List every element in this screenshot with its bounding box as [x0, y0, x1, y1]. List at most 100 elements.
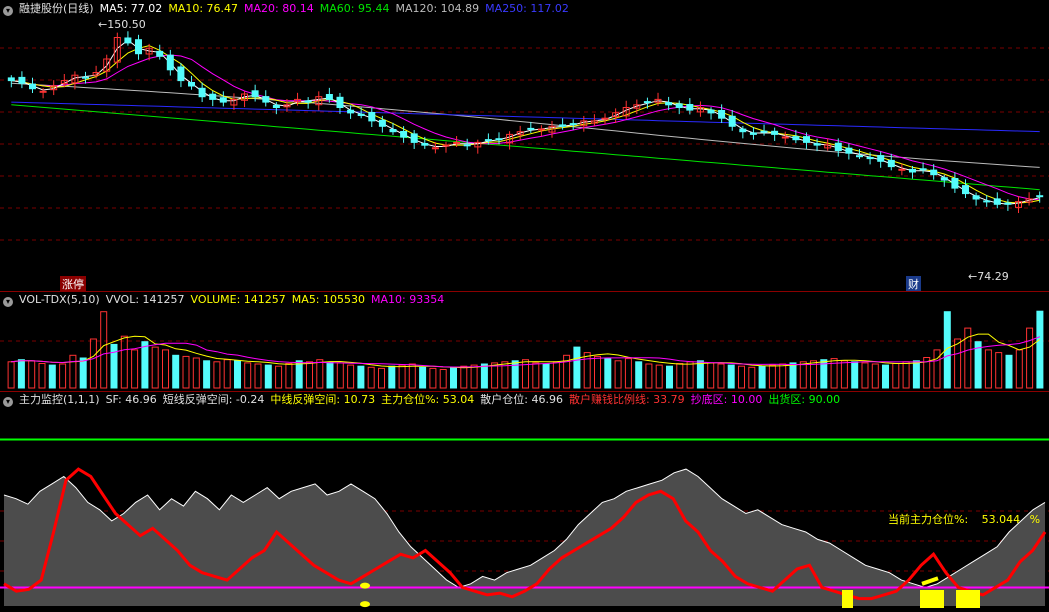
- volume-bar-up: [192, 357, 200, 389]
- candle-down: [378, 119, 386, 127]
- candle-down: [495, 138, 503, 141]
- panel-divider: [0, 391, 1049, 392]
- ma20-readout: MA20: 80.14: [244, 2, 314, 15]
- volume-bar-up: [491, 362, 499, 389]
- volume-bar-down: [1036, 310, 1044, 389]
- candle-down: [887, 159, 895, 168]
- vvol-readout: VVOL: 141257: [105, 293, 185, 306]
- retail-ratio-readout: 散户赚钱比例线: 33.79: [568, 393, 685, 406]
- volume-bar-down: [141, 341, 149, 389]
- price-panel[interactable]: ▾ 融捷股份(日线) MA5: 77.02 MA10: 76.47 MA20: 80.1…: [0, 0, 1049, 291]
- candle-down: [410, 133, 418, 143]
- indicator-title: 主力监控(1,1,1): [19, 393, 100, 406]
- volume-bar-up: [306, 361, 313, 389]
- ma20-line: [11, 54, 1040, 201]
- volume-bar-up: [830, 358, 838, 389]
- candle-down: [877, 155, 885, 162]
- candle-down: [866, 157, 874, 160]
- volume-bar-up: [131, 349, 139, 389]
- volume-bar-up: [223, 359, 231, 389]
- signal-dot: [360, 582, 370, 589]
- volume-bar-up: [645, 363, 653, 389]
- volume-bar-up: [964, 327, 972, 389]
- volume-bar-up: [810, 360, 817, 389]
- bottom-zone-readout: 抄底区: 10.00: [690, 393, 763, 406]
- short-rebound-readout: 短线反弹空间: -0.24: [162, 393, 265, 406]
- candle-down: [760, 130, 768, 133]
- retail-position-readout: 散户仓位: 46.96: [480, 393, 563, 406]
- high-price-value: 150.50: [107, 18, 146, 31]
- candle-down: [135, 39, 142, 55]
- indicator-panel[interactable]: ▾ 主力监控(1,1,1) SF: 46.96 短线反弹空间: -0.24 中线反弹空间…: [0, 391, 1049, 612]
- volume-bar-up: [336, 362, 344, 389]
- dump-zone-readout: 出货区: 90.00: [768, 393, 841, 406]
- candle-down: [972, 195, 980, 200]
- volume-bar-up: [378, 367, 385, 389]
- volume-bar-down: [758, 365, 766, 389]
- volume-bar-up: [213, 361, 221, 389]
- candle-up: [580, 120, 588, 127]
- finance-tag[interactable]: 财: [906, 276, 921, 291]
- volume-bar-up: [984, 349, 992, 389]
- volume-bar-down: [48, 364, 56, 389]
- candle-down: [1004, 202, 1012, 205]
- chevron-down-icon[interactable]: ▾: [3, 297, 13, 307]
- volume-bar-up: [871, 363, 879, 389]
- volume-bar-up: [624, 358, 632, 389]
- candle-down: [771, 130, 779, 135]
- candle-down: [559, 124, 567, 127]
- volume-bar-up: [275, 365, 283, 389]
- volume-bar-up: [89, 338, 97, 389]
- indicator-chart[interactable]: [0, 391, 1049, 612]
- candle-down: [749, 132, 757, 135]
- volume-bar-up: [254, 363, 262, 389]
- volume-bar-up: [532, 362, 540, 389]
- candle-down: [124, 37, 132, 44]
- volume-bar-up: [840, 360, 848, 389]
- volume-bar-down: [1005, 354, 1013, 389]
- volume-bar-up: [676, 363, 684, 389]
- volume-bar-up: [995, 352, 1003, 389]
- candle-down: [739, 128, 747, 133]
- volume-bar-up: [954, 338, 962, 389]
- ma5-readout: MA5: 77.02: [99, 2, 163, 15]
- candle-down: [251, 90, 259, 98]
- candle-up: [113, 37, 121, 63]
- candle-up: [537, 128, 545, 131]
- candle-down: [209, 93, 217, 100]
- current-main-position: 当前主力仓位%: 53.044 %: [888, 511, 1040, 527]
- vol-ma10-readout: MA10: 93354: [371, 293, 445, 306]
- volume-bar-down: [172, 354, 180, 389]
- ma250-readout: MA250: 117.02: [485, 2, 569, 15]
- chevron-down-icon[interactable]: ▾: [3, 6, 13, 16]
- candle-down: [7, 77, 15, 82]
- candle-up: [548, 125, 556, 133]
- candle-up: [633, 104, 641, 109]
- volume-header: ▾ VOL-TDX(5,10) VVOL: 141257 VOLUME: 141257…: [3, 293, 450, 307]
- sf-line: [3, 468, 1046, 589]
- volume-bar-down: [851, 361, 859, 389]
- candle-down: [983, 200, 991, 203]
- volume-bar-down: [820, 359, 828, 389]
- candle-down: [400, 131, 408, 138]
- volume-panel[interactable]: ▾ VOL-TDX(5,10) VVOL: 141257 VOLUME: 141257…: [0, 291, 1049, 391]
- volume-bar-down: [727, 364, 735, 389]
- candle-down: [219, 97, 227, 103]
- candle-down: [813, 143, 821, 146]
- ma250-line: [11, 101, 1040, 133]
- bottom-signal-bar: [920, 590, 944, 608]
- volume-chart[interactable]: [0, 291, 1049, 391]
- chevron-down-icon[interactable]: ▾: [3, 397, 13, 407]
- candle-up: [622, 107, 630, 117]
- candle-down: [421, 143, 429, 146]
- candle-up: [696, 107, 704, 113]
- panel-divider: [0, 291, 1049, 292]
- volume-bar-up: [522, 359, 529, 389]
- volume-bar-up: [923, 357, 931, 389]
- candlestick-chart[interactable]: [0, 0, 1049, 291]
- candle-down: [198, 87, 206, 98]
- limit-up-tag[interactable]: 涨停: [60, 276, 86, 291]
- candle-up: [442, 144, 450, 147]
- ma120-line: [11, 82, 1040, 168]
- candle-up: [1025, 198, 1033, 203]
